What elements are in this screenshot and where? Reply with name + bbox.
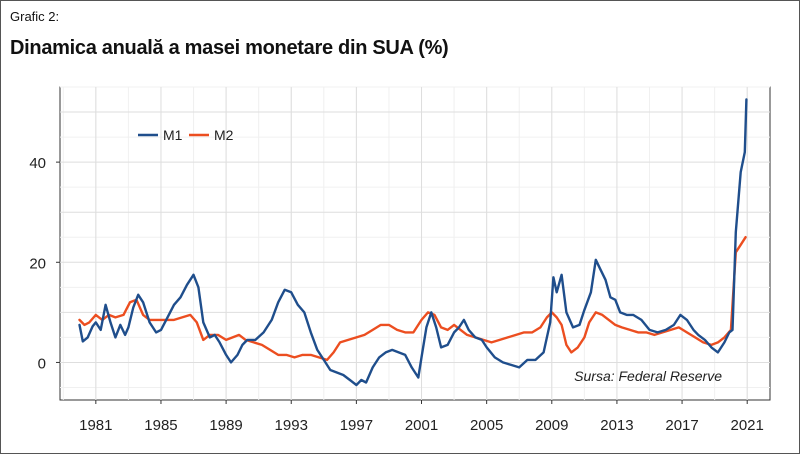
series-lines: [78, 98, 748, 387]
major-gridlines: [60, 87, 770, 400]
series-line-m2: [78, 236, 747, 362]
source-note: Sursa: Federal Reserve: [574, 368, 722, 384]
x-tick-label: 2021: [731, 417, 764, 434]
x-tick-label: 1981: [79, 417, 112, 434]
x-axis: 1981 1985 1989 1993 1997 2001 2005 2009 2013 2017…: [79, 400, 764, 434]
y-tick-label: 40: [29, 155, 46, 172]
y-axis: 0 20 40: [29, 155, 60, 372]
x-tick-label: 2013: [600, 417, 633, 434]
x-tick-label: 1989: [209, 417, 242, 434]
plot-area: [59, 86, 771, 401]
y-tick-label: 0: [38, 355, 46, 372]
series-line-m1: [78, 98, 748, 387]
legend-m1-label: M1: [163, 127, 183, 143]
x-tick-label: 2001: [405, 417, 438, 434]
x-tick-label: 2017: [665, 417, 698, 434]
legend: M1 M2: [138, 127, 234, 143]
x-tick-label: 1993: [275, 417, 308, 434]
y-tick-label: 20: [29, 255, 46, 272]
chart-title: Dinamica anuală a masei monetare din SUA…: [10, 37, 449, 59]
x-tick-label: 1997: [340, 417, 373, 434]
x-tick-label: 2009: [535, 417, 568, 434]
chart-kicker: Grafic 2:: [10, 9, 60, 24]
x-tick-label: 1985: [144, 417, 177, 434]
legend-m2-label: M2: [214, 127, 234, 143]
x-tick-label: 2005: [470, 417, 503, 434]
